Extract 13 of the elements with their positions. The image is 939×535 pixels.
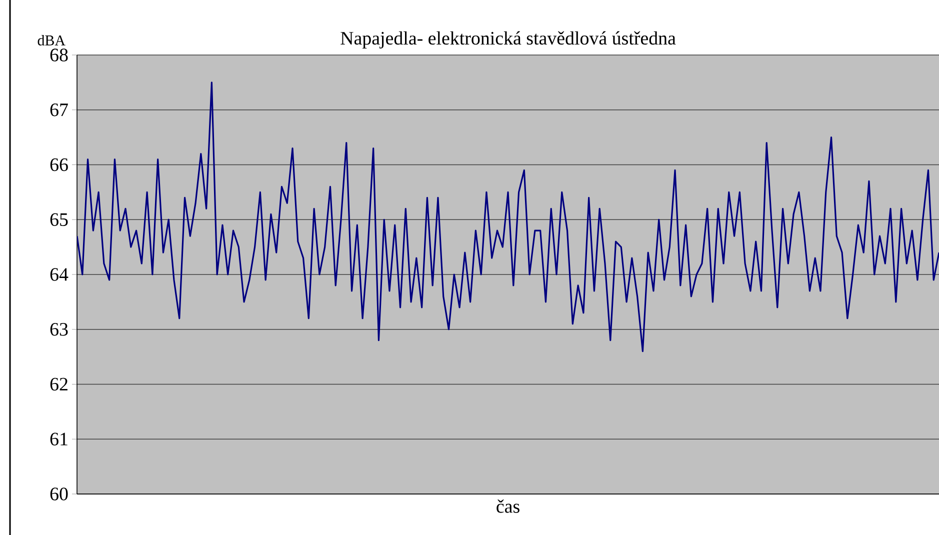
y-axis-title: dBA (38, 34, 66, 46)
chart-title: Napajedla- elektronická stavědlová ústředna (340, 31, 676, 48)
y-tick-label: 67 (50, 104, 68, 116)
y-tick-label: 63 (50, 323, 68, 336)
line-series (77, 82, 939, 352)
y-tick-label: 60 (50, 488, 68, 500)
y-tick-label: 65 (50, 213, 68, 226)
y-tick-label: 61 (50, 432, 68, 446)
y-tick-label: 64 (50, 268, 68, 281)
x-axis-title: čas (496, 500, 520, 513)
y-tick-label: 66 (50, 158, 68, 172)
y-tick-label: 62 (50, 378, 68, 391)
y-tick-label: 68 (50, 48, 68, 62)
